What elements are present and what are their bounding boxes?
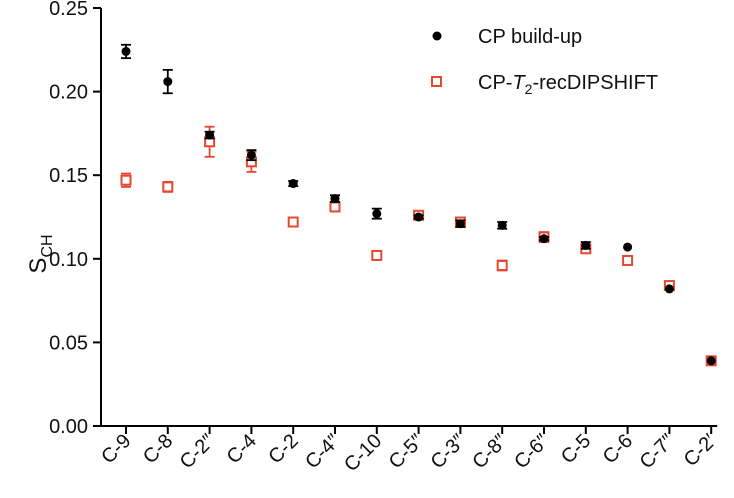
cp-buildup-point — [664, 284, 674, 294]
x-tick-label: C-10 — [340, 430, 386, 476]
cp-buildup-point — [288, 179, 298, 189]
recdipshift-point — [371, 249, 383, 261]
recdipshift-point — [329, 201, 341, 213]
cp-buildup-point — [121, 46, 131, 56]
y-tick-label: 0.15 — [49, 165, 88, 187]
axes — [100, 8, 718, 427]
cp-buildup-point — [246, 150, 256, 160]
cp-buildup-point — [372, 209, 382, 219]
x-tick-label: C-6 — [599, 430, 637, 468]
y-tick-label: 0.05 — [49, 332, 88, 354]
cp-buildup-point — [581, 240, 591, 250]
cp-buildup-point — [330, 194, 340, 204]
cp-buildup-point — [539, 234, 549, 244]
x-tick-label: C-2 — [264, 430, 302, 468]
y-tick-label: 0.20 — [49, 82, 88, 104]
y-axis-label: SCH — [25, 234, 56, 273]
x-tick-label: C-4″ — [301, 430, 344, 473]
cp-buildup-point — [205, 130, 215, 140]
x-tick-label: C-2′ — [680, 430, 721, 471]
recdipshift-point — [287, 216, 299, 228]
cp-buildup-point — [163, 77, 173, 87]
recdipshift-point — [496, 259, 508, 271]
x-tick-label: C-3″ — [427, 430, 470, 473]
x-tick-label: C-5 — [557, 430, 595, 468]
cp-buildup-point — [706, 356, 716, 366]
cp-buildup-point — [414, 212, 424, 222]
legend: CP build-up CP-T2-recDIPSHIFT — [431, 26, 658, 97]
recdipshift-point — [162, 181, 174, 193]
x-tick-label: C-5″ — [385, 430, 428, 473]
y-tick-label: 0.00 — [49, 416, 88, 438]
y-axis-ticks: 0.00 0.05 0.10 0.15 0.20 0.25 — [49, 0, 101, 438]
cp-buildup-point — [623, 242, 633, 252]
recdipshift-point — [622, 254, 634, 266]
legend-marker-cp-t2-recdipshift — [431, 76, 442, 87]
cp-buildup-point — [455, 219, 465, 229]
recdipshift-point — [120, 174, 132, 186]
legend-label-cp-build-up: CP build-up — [478, 26, 582, 48]
x-tick-label: C-8″ — [468, 430, 511, 473]
x-tick-label: C-2″ — [176, 430, 219, 473]
y-tick-label: 0.25 — [49, 0, 88, 20]
x-axis-ticks: C-9 C-8C-2″ C-4 C-2C-4″C-10C-5″C-3″C-8″C-6″… — [97, 426, 721, 476]
cp-buildup-point — [497, 220, 507, 230]
legend-marker-cp-build-up — [432, 31, 442, 41]
x-tick-label: C-8 — [139, 430, 177, 468]
x-tick-label: C-6″ — [510, 430, 553, 473]
y-tick-label: 0.10 — [49, 249, 88, 271]
x-tick-label: C-9 — [97, 430, 135, 468]
legend-label-cp-t2-recdipshift: CP-T2-recDIPSHIFT — [478, 72, 658, 97]
x-tick-label: C-7″ — [636, 430, 679, 473]
x-tick-label: C-4 — [223, 430, 261, 468]
data-marks — [120, 43, 717, 367]
